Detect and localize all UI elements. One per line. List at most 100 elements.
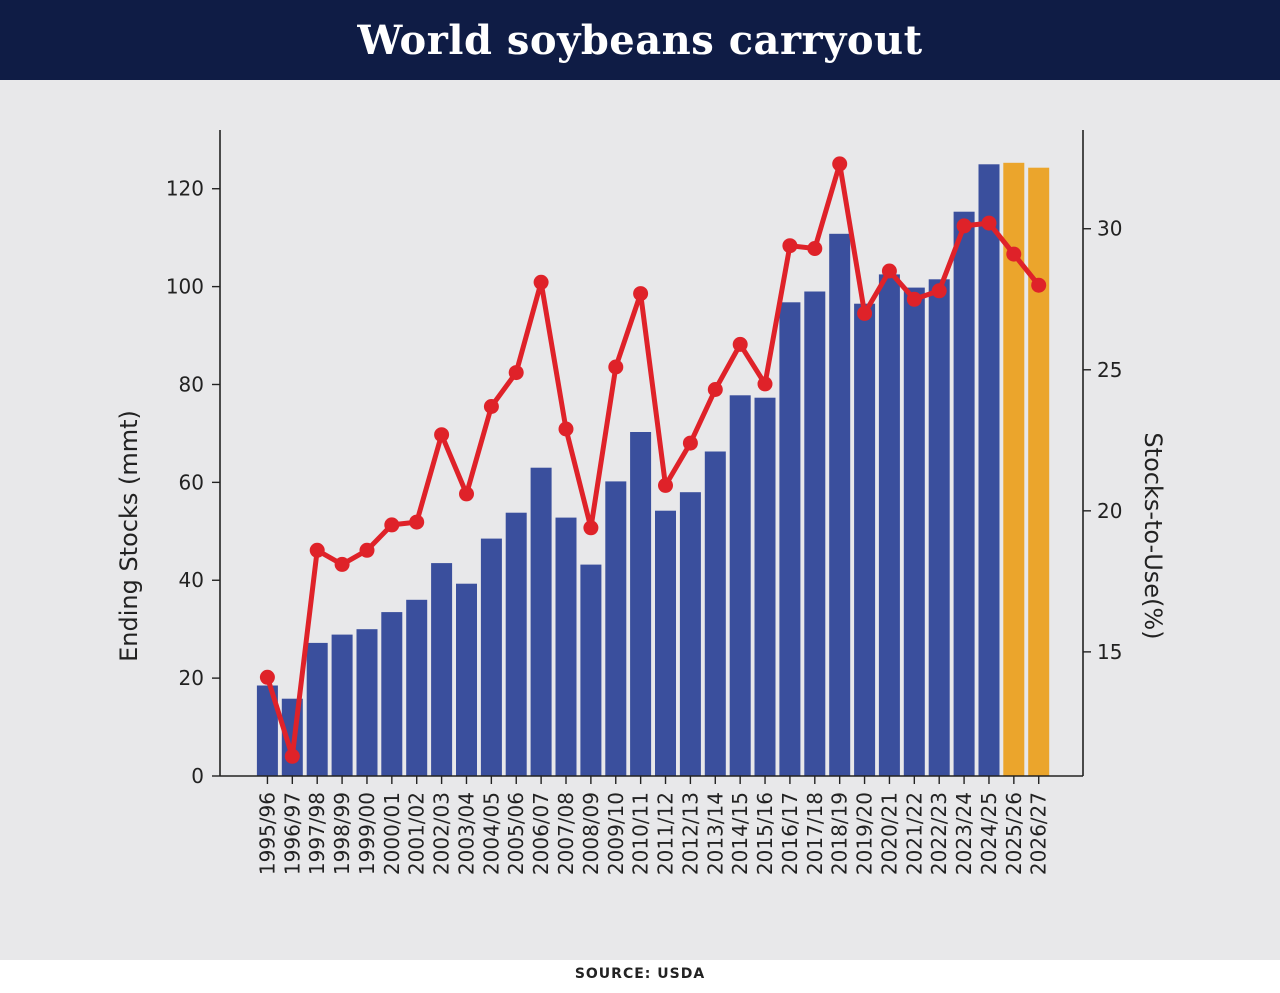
stocks-to-use-point (1006, 246, 1022, 262)
x-tick-label: 2021/22 (902, 792, 926, 875)
stocks-to-use-point (558, 421, 574, 437)
bar (356, 629, 378, 776)
stocks-to-use-point (1031, 277, 1047, 293)
stocks-to-use-point (682, 435, 698, 451)
stocks-to-use-point (434, 427, 450, 443)
x-tick-label: 2008/09 (579, 792, 603, 875)
bar (655, 510, 676, 776)
stocks-to-use-point (658, 477, 673, 493)
x-tick-label: 2006/07 (529, 792, 553, 875)
bar (480, 538, 502, 776)
bar (754, 397, 776, 776)
y2-tick-label: 20 (1097, 499, 1122, 523)
x-tick-label: 2025/26 (1002, 792, 1026, 875)
bar (679, 492, 701, 776)
bar (580, 564, 602, 776)
x-tick-label: 2026/27 (1027, 792, 1051, 875)
bar (530, 467, 552, 776)
bar (829, 233, 851, 777)
stocks-to-use-point (782, 238, 798, 254)
x-tick-label: 1996/97 (280, 792, 304, 875)
bar (431, 563, 453, 776)
bar (854, 303, 876, 776)
y2-tick-label: 25 (1097, 358, 1122, 382)
stocks-to-use-point (881, 263, 897, 279)
stocks-to-use-point (359, 542, 375, 558)
bar (456, 583, 477, 776)
stocks-to-use-point (309, 542, 325, 558)
stocks-to-use-point (981, 215, 997, 231)
stocks-to-use-point (384, 517, 400, 533)
y-tick-label: 120 (166, 177, 204, 201)
bar (953, 211, 975, 776)
stocks-to-use-point (508, 365, 524, 381)
x-tick-label: 2020/21 (877, 792, 901, 875)
x-tick-label: 2009/10 (604, 792, 628, 875)
x-tick-label: 2007/08 (554, 792, 578, 875)
x-tick-label: 2015/16 (753, 792, 777, 875)
bar-projected (1003, 162, 1025, 777)
bars-layer (256, 162, 1050, 777)
stocks-to-use-point (906, 291, 922, 307)
stocks-to-use-point (459, 486, 474, 502)
x-tick-label: 2013/14 (703, 792, 727, 875)
y-tick-label: 20 (179, 666, 204, 690)
stocks-to-use-point (956, 218, 972, 234)
line-layer (259, 156, 1047, 764)
chart-title: World soybeans carryout (357, 16, 923, 64)
source-note: SOURCE: USDA (574, 966, 706, 982)
stocks-to-use-point (857, 305, 873, 321)
x-tick-label: 1997/98 (305, 792, 329, 875)
x-tick-label: 1998/99 (330, 792, 354, 875)
x-tick-label: 2012/13 (678, 792, 702, 875)
bar (381, 612, 403, 776)
x-tick-label: 2011/12 (654, 792, 678, 875)
bar (406, 599, 428, 776)
stocks-to-use-point (483, 399, 499, 414)
x-tick-label: 2002/03 (430, 792, 454, 875)
x-tick-label: 2016/17 (778, 792, 802, 875)
stocks-to-use-point (284, 748, 300, 764)
x-tick-label: 2005/06 (504, 792, 528, 875)
bar (605, 481, 627, 776)
bar (331, 634, 353, 776)
x-tick-label: 2000/01 (380, 792, 404, 875)
bar (505, 512, 527, 776)
x-tick-label: 2018/19 (828, 792, 852, 875)
x-tick-label: 2004/05 (479, 792, 503, 875)
bar (779, 302, 801, 776)
y-tick-label: 80 (179, 372, 204, 396)
stocks-to-use-point (334, 556, 350, 572)
title-banner: World soybeans carryout (0, 0, 1280, 80)
x-tick-label: 2014/15 (728, 792, 752, 875)
y-tick-label: 40 (179, 568, 204, 592)
stocks-to-use-point (807, 241, 823, 256)
y-tick-label: 0 (191, 764, 204, 788)
bar (978, 164, 1000, 777)
stocks-to-use-point (583, 520, 599, 536)
x-tick-label: 2023/24 (952, 792, 976, 875)
stocks-to-use-point (409, 514, 425, 530)
stocks-to-use-point (931, 283, 947, 299)
x-tick-label: 2001/02 (405, 792, 429, 875)
bar (928, 279, 950, 776)
bar (630, 432, 652, 776)
x-tick-label: 2017/18 (803, 792, 827, 875)
stocks-to-use-point (633, 286, 649, 302)
y-tick-label: 100 (166, 275, 204, 299)
stocks-to-use-point (608, 359, 624, 375)
bar (903, 287, 925, 776)
y2-axis-title: Stocks-to-Use(%) (1139, 432, 1167, 639)
x-tick-label: 2024/25 (977, 792, 1001, 875)
stocks-to-use-point (259, 669, 275, 685)
x-tick-label: 2022/23 (927, 792, 951, 875)
stocks-to-use-point (832, 156, 848, 172)
bar (256, 685, 278, 776)
y2-tick-label: 30 (1097, 217, 1122, 241)
stocks-to-use-point (533, 274, 549, 290)
x-tick-label: 2003/04 (455, 792, 479, 875)
x-tick-label: 2010/11 (629, 792, 653, 875)
x-tick-label: 2019/20 (853, 792, 877, 875)
